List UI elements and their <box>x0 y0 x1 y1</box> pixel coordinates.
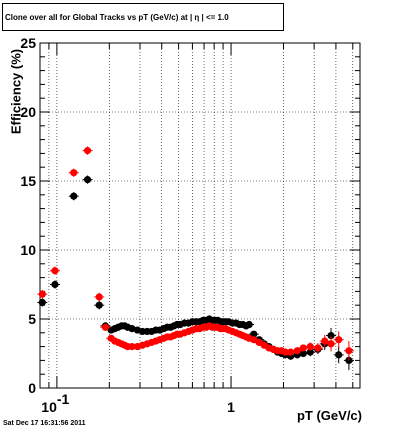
data-point <box>327 340 335 348</box>
data-point <box>51 267 59 275</box>
data-point <box>327 331 335 340</box>
data-point <box>335 351 343 359</box>
data-point <box>299 344 307 352</box>
x-axis-label: pT (GeV/c) <box>296 408 362 423</box>
chart-title: Clone over all for Global Tracks vs pT (… <box>2 3 284 31</box>
data-point <box>95 293 103 301</box>
y-tick-label: 20 <box>20 104 36 120</box>
data-point <box>38 290 46 298</box>
data-point <box>70 192 78 200</box>
data-point <box>281 348 289 356</box>
data-point <box>250 336 258 344</box>
y-tick-label: 5 <box>28 311 36 327</box>
x-tick-label: 1 <box>227 399 235 415</box>
data-point <box>83 176 92 184</box>
data-point <box>314 344 322 352</box>
data-point <box>299 349 307 358</box>
data-point <box>293 347 301 355</box>
y-axis-label: Efficiency (%) <box>8 48 24 135</box>
y-tick-label: 25 <box>20 35 36 51</box>
data-point <box>306 348 314 356</box>
data-point <box>95 301 103 309</box>
data-point <box>345 347 353 355</box>
data-point <box>51 280 59 289</box>
x-tick-label-exponent: -1 <box>57 391 70 407</box>
data-point <box>245 320 253 329</box>
y-tick-label: 15 <box>20 173 36 189</box>
data-point <box>306 343 314 351</box>
timestamp-footer: Sat Dec 17 16:31:56 2011 <box>3 420 86 427</box>
data-point <box>250 330 258 338</box>
x-tick-label: 10 <box>41 399 57 415</box>
data-series <box>37 146 354 371</box>
series-1 <box>37 146 354 361</box>
data-point <box>287 348 295 356</box>
data-point <box>321 337 329 345</box>
data-point <box>38 298 46 307</box>
data-point <box>128 343 136 351</box>
y-tick-label: 0 <box>28 380 36 396</box>
data-point <box>101 323 110 331</box>
y-tick-label: 10 <box>20 242 36 258</box>
plot-frame <box>39 42 361 389</box>
data-point <box>83 147 92 155</box>
data-point <box>335 336 343 344</box>
data-point <box>70 169 78 177</box>
